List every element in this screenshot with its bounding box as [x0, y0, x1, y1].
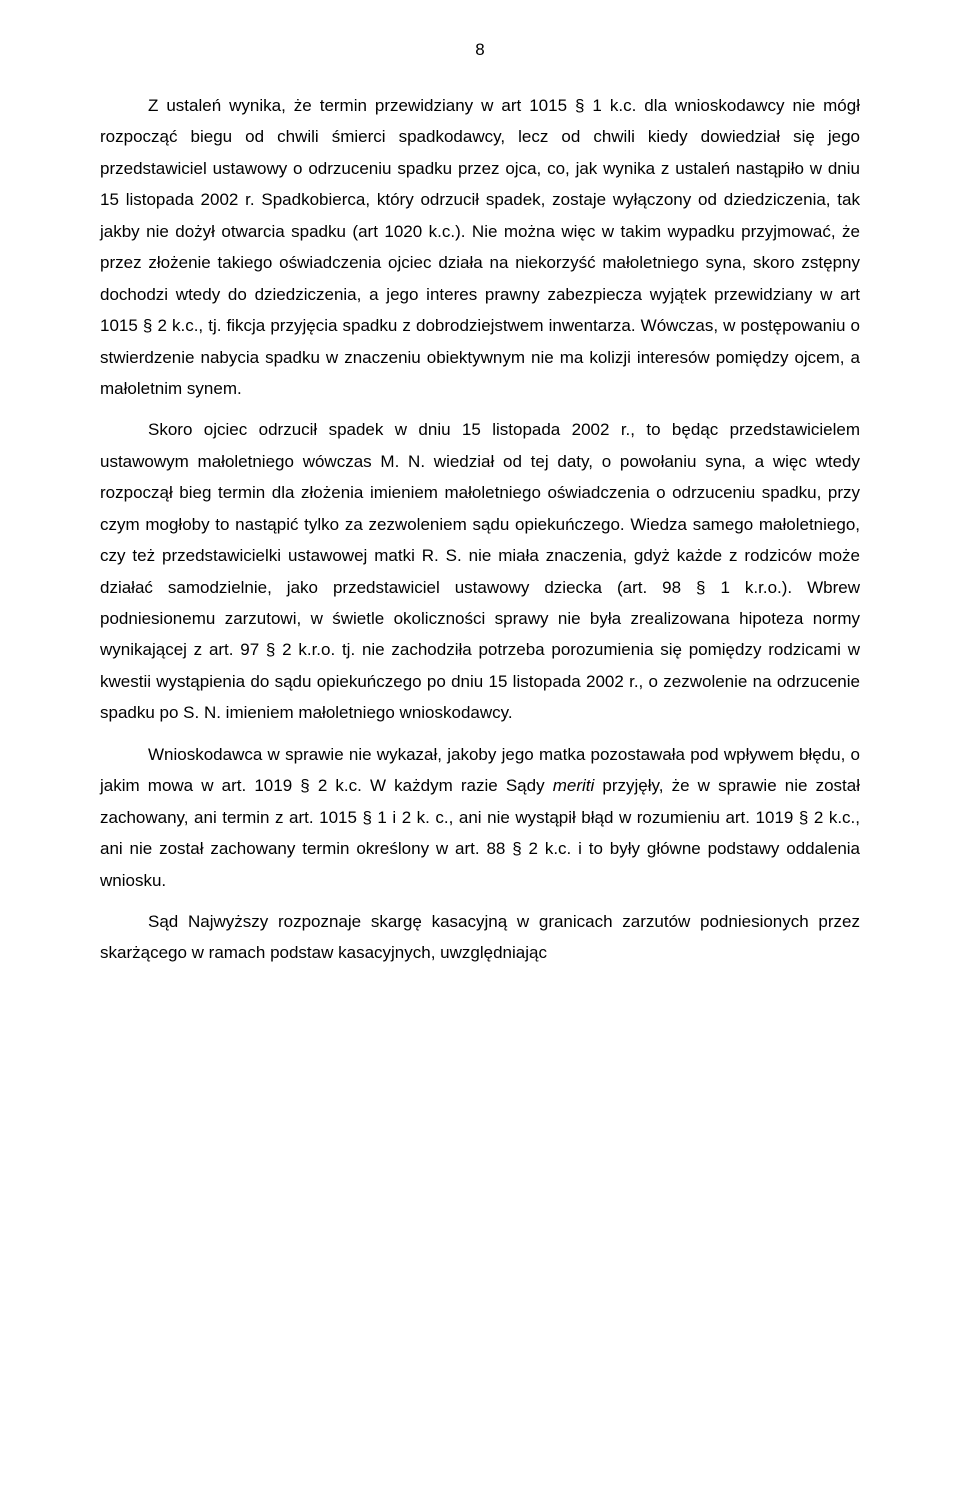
paragraph-2-text: Skoro ojciec odrzucił spadek w dniu 15 l…	[100, 420, 860, 722]
paragraph-3-italic: meriti	[553, 776, 595, 795]
paragraph-4-text: Sąd Najwyższy rozpoznaje skargę kasacyjn…	[100, 912, 860, 962]
paragraph-1: Z ustaleń wynika, że termin przewidziany…	[100, 90, 860, 404]
paragraph-4: Sąd Najwyższy rozpoznaje skargę kasacyjn…	[100, 906, 860, 969]
paragraph-2: Skoro ojciec odrzucił spadek w dniu 15 l…	[100, 414, 860, 728]
page-number: 8	[100, 40, 860, 60]
document-page: 8 Z ustaleń wynika, że termin przewidzia…	[0, 0, 960, 1497]
paragraph-1-text: Z ustaleń wynika, że termin przewidziany…	[100, 96, 860, 398]
paragraph-3: Wnioskodawca w sprawie nie wykazał, jako…	[100, 739, 860, 896]
